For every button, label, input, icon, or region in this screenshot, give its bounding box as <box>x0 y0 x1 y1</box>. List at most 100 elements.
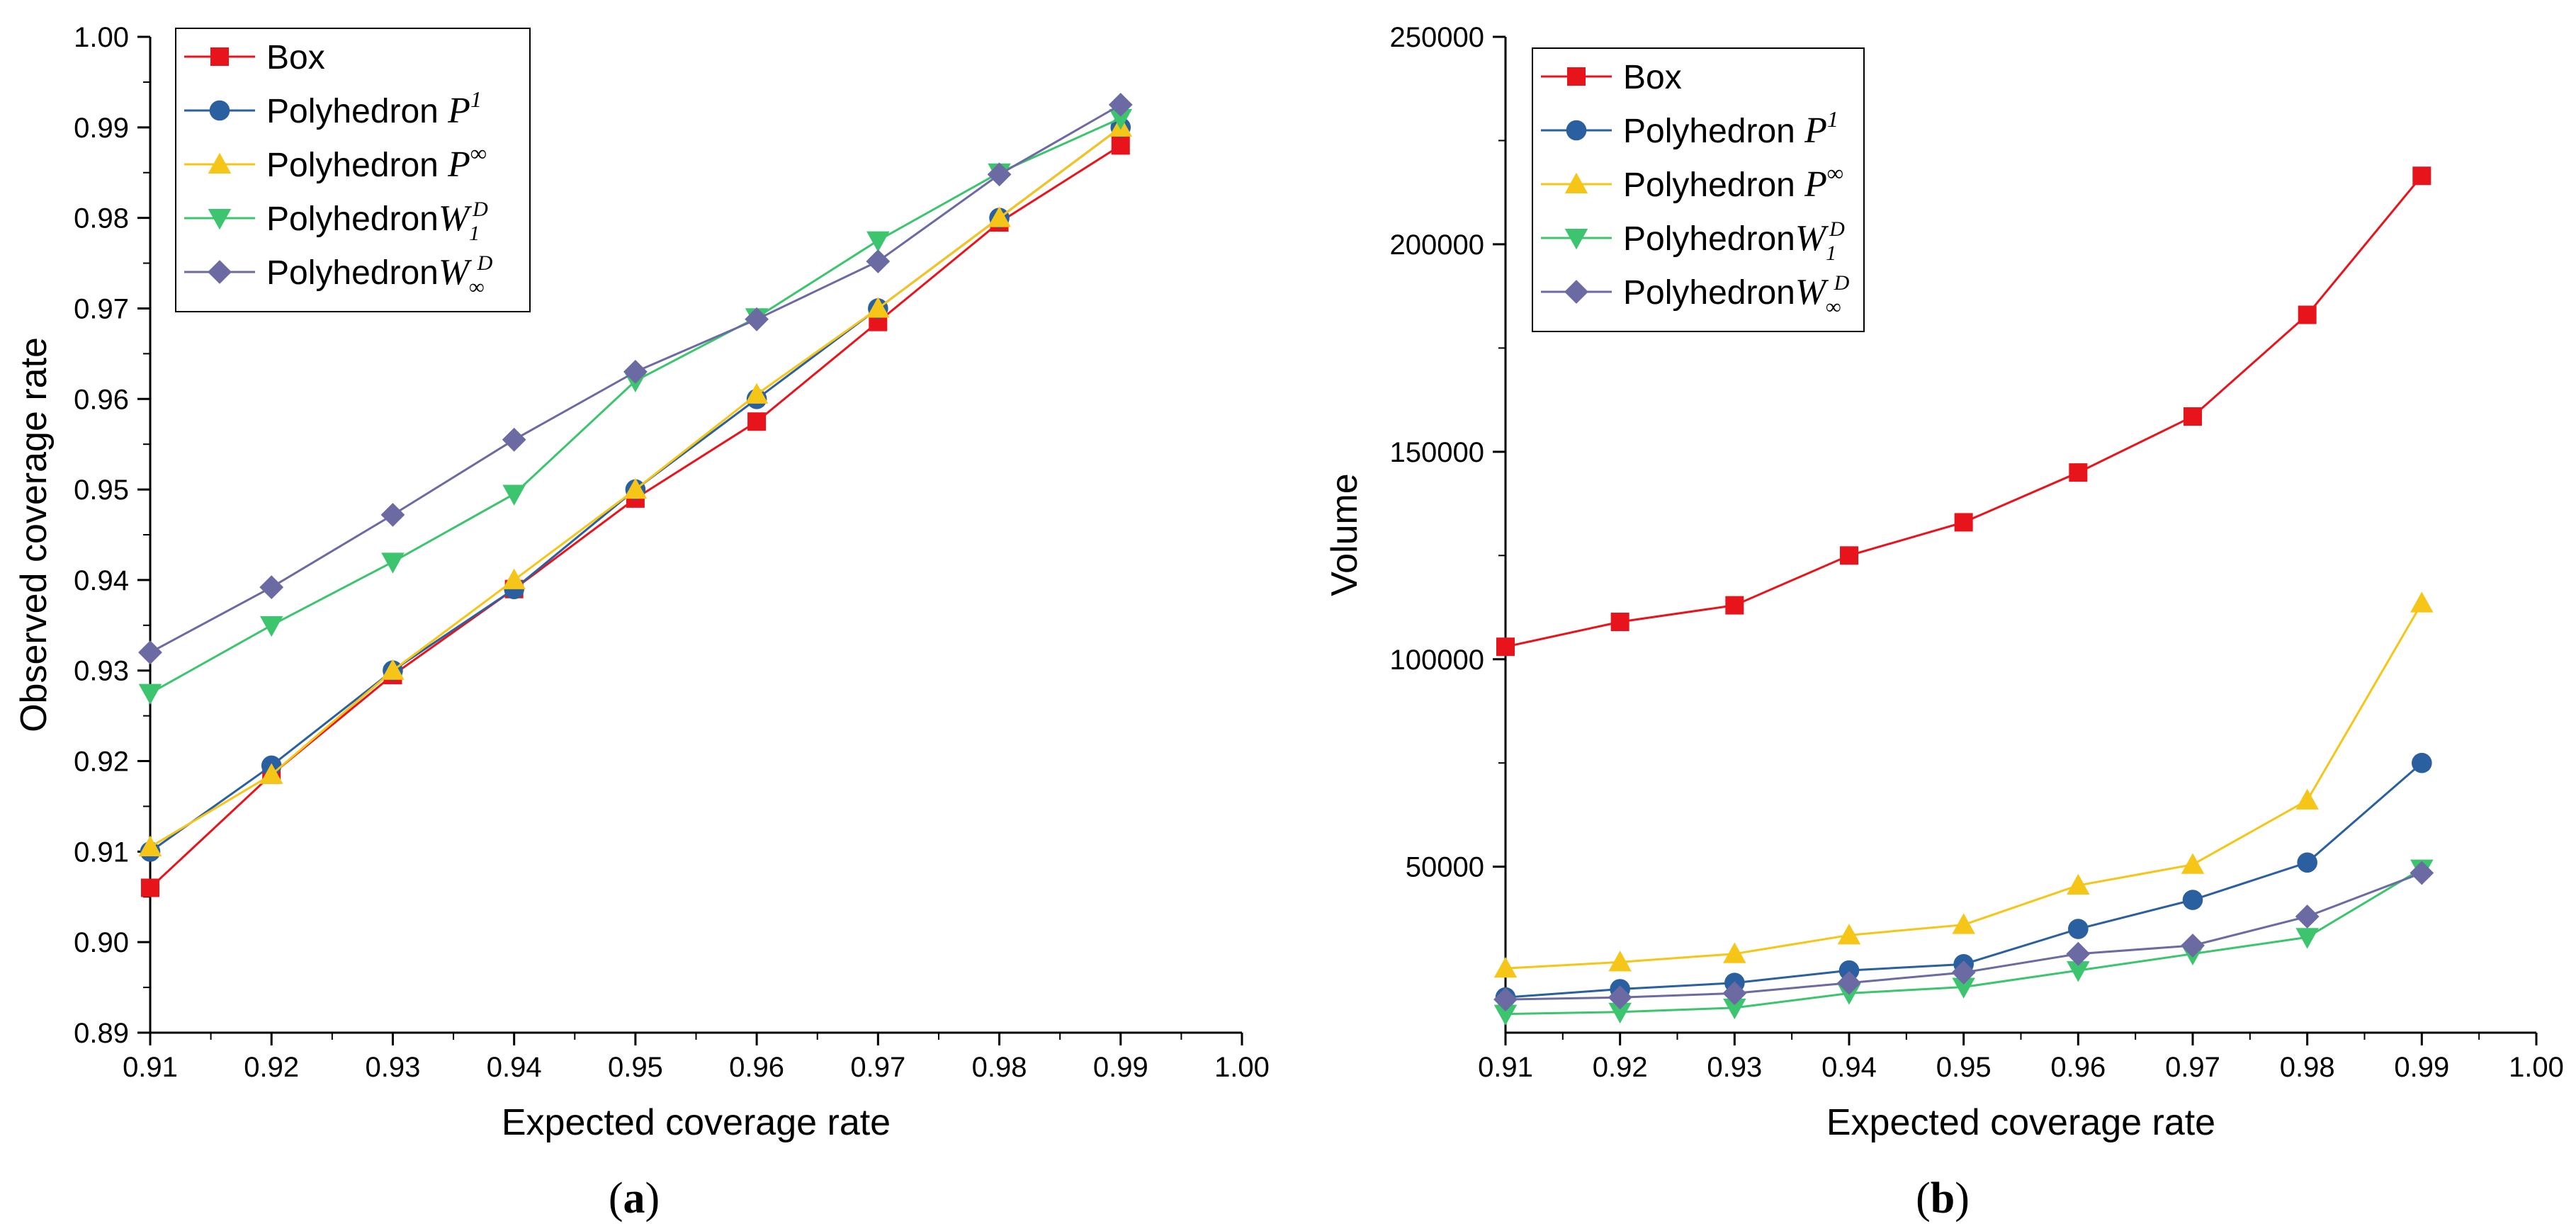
data-point <box>1109 109 1133 130</box>
panel-letter: b <box>1931 1174 1955 1223</box>
data-point <box>1111 136 1130 155</box>
legend-math-superscript: D <box>477 251 493 275</box>
y-axis-label: Observed coverage rate <box>13 337 55 732</box>
panel-paren-close: ) <box>1955 1174 1970 1223</box>
data-point <box>2295 928 2319 949</box>
legend-math-superscript: D <box>472 198 488 221</box>
data-point <box>502 484 526 506</box>
x-tick-label: 0.96 <box>2050 1052 2106 1083</box>
data-point <box>2410 591 2434 613</box>
data-point <box>745 307 769 331</box>
data-point <box>1108 92 1133 117</box>
legend-item: Polyhedron P1 <box>1541 106 1838 151</box>
x-tick-label: 0.92 <box>244 1052 299 1083</box>
legend-box <box>175 28 531 312</box>
legend-marker <box>208 209 232 230</box>
data-point <box>2066 941 2091 966</box>
x-tick-label: 0.97 <box>850 1052 905 1083</box>
legend-label: PolyhedronW1D <box>1623 217 1845 265</box>
legend-name: Polyhedron <box>266 93 448 130</box>
data-point <box>1837 970 1861 995</box>
legend-math-subscript: ∞ <box>469 276 484 299</box>
data-point <box>988 206 1011 227</box>
x-tick-label: 0.99 <box>1093 1052 1148 1083</box>
data-point <box>2298 305 2317 324</box>
y-tick-label: 0.95 <box>74 475 129 506</box>
x-axis-label: Expected coverage rate <box>1826 1102 2215 1143</box>
legend-box <box>1532 47 1865 332</box>
x-tick-label: 0.95 <box>1936 1052 1992 1083</box>
data-point <box>866 297 890 318</box>
y-tick-label: 150000 <box>1390 437 1484 468</box>
data-point <box>1952 977 1975 999</box>
data-point <box>866 231 890 252</box>
legend-math-symbol: W <box>1795 272 1829 312</box>
legend-item: Box <box>184 39 325 76</box>
x-tick-label: 0.93 <box>1707 1052 1762 1083</box>
data-point <box>1723 942 1746 963</box>
data-point <box>2184 407 2202 426</box>
x-tick-label: 0.99 <box>2394 1052 2449 1083</box>
data-point <box>2181 853 2205 874</box>
legend-marker <box>1566 120 1587 141</box>
data-point <box>2181 934 2205 958</box>
legend-marker <box>1564 172 1588 193</box>
data-point <box>2295 788 2319 810</box>
data-point <box>259 763 283 784</box>
x-tick-label: 0.94 <box>1821 1052 1877 1083</box>
legend-label: Polyhedron P1 <box>1623 106 1838 151</box>
legend-name: Polyhedron <box>1623 166 1804 204</box>
data-point <box>1608 1002 1632 1023</box>
data-point <box>2410 861 2434 885</box>
data-point <box>1725 596 1744 615</box>
legend-math-superscript: 1 <box>1827 106 1838 132</box>
data-point <box>141 878 159 897</box>
data-point <box>381 659 405 680</box>
legend-math-symbol: W <box>1795 218 1829 259</box>
panel-letter: a <box>623 1174 645 1223</box>
x-tick-label: 1.00 <box>1214 1052 1270 1083</box>
panel-paren-open: ( <box>609 1174 623 1223</box>
y-tick-label: 0.92 <box>74 747 129 778</box>
legend-label: PolyhedronW∞D <box>266 251 493 299</box>
legend-math-symbol: W <box>439 198 473 239</box>
x-tick-label: 0.92 <box>1593 1052 1648 1083</box>
x-tick-label: 0.91 <box>1478 1052 1533 1083</box>
legend-math-subscript: ∞ <box>1826 295 1841 319</box>
legend-label: Polyhedron P∞ <box>1623 160 1843 205</box>
y-tick-label: 0.98 <box>74 203 129 234</box>
legend-name: Polyhedron <box>1623 220 1795 258</box>
x-tick-label: 0.98 <box>2280 1052 2335 1083</box>
data-point <box>747 412 767 431</box>
data-point <box>2412 166 2431 186</box>
legend-math-superscript: ∞ <box>1827 160 1843 186</box>
legend-math-superscript: ∞ <box>470 140 487 166</box>
legend-math-superscript: 1 <box>470 86 482 112</box>
data-point <box>381 552 405 574</box>
legend-math-symbol: P <box>447 144 470 185</box>
data-point <box>2067 873 2090 895</box>
x-axis-label: Expected coverage rate <box>502 1102 891 1143</box>
legend-item: Box <box>1541 59 1682 96</box>
data-point <box>1723 998 1746 1020</box>
data-point <box>1840 546 1858 565</box>
data-point <box>1951 960 1976 985</box>
legend-math-symbol: W <box>439 252 473 293</box>
y-axis-label: Volume <box>1324 473 1365 596</box>
legend-label: Polyhedron P∞ <box>266 140 487 185</box>
data-point <box>1610 613 1629 632</box>
data-point <box>1608 985 1632 1010</box>
data-point <box>866 249 891 273</box>
data-point <box>259 575 284 600</box>
x-tick-label: 1.00 <box>2509 1052 2564 1083</box>
panel-label: (b) <box>1916 1174 1970 1223</box>
data-point <box>623 477 648 499</box>
legend-label: PolyhedronW∞D <box>1623 271 1850 319</box>
x-tick-label: 0.97 <box>2165 1052 2220 1083</box>
data-point <box>2067 961 2090 982</box>
legend-marker <box>209 100 230 121</box>
legend-item: PolyhedronW1D <box>184 198 488 245</box>
data-point <box>1493 956 1518 978</box>
legend: Box Polyhedron P 1 Polyhedron P∞ PolyhedronW… <box>175 28 531 312</box>
data-point <box>502 427 526 452</box>
